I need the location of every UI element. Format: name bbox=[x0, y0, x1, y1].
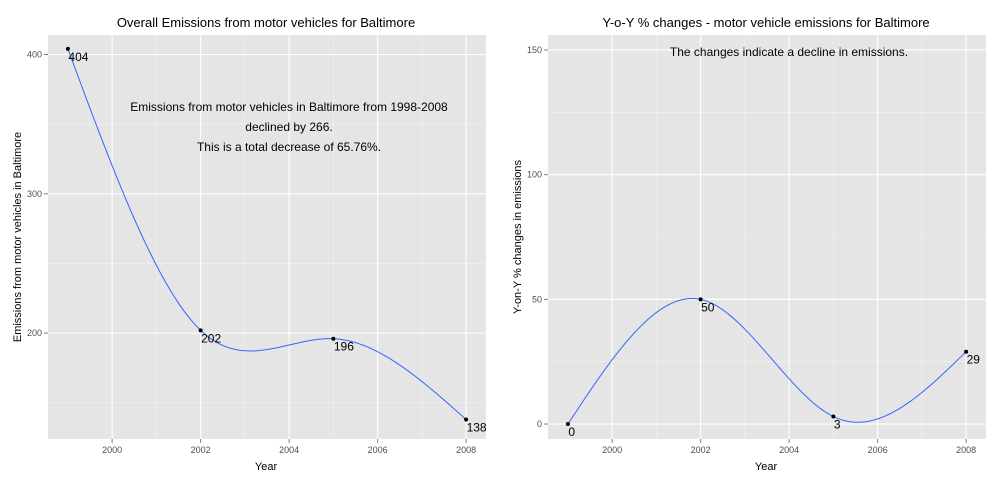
data-label: 3 bbox=[834, 418, 841, 432]
data-point bbox=[698, 297, 703, 302]
grid bbox=[548, 35, 986, 439]
y-tick-label: 200 bbox=[27, 328, 42, 338]
y-tick-label: 100 bbox=[527, 170, 542, 180]
yoy-changes-chart: Y-o-Y % changes - motor vehicle emission… bbox=[512, 15, 986, 473]
y-tick-label: 0 bbox=[537, 419, 542, 429]
emissions-line bbox=[67, 48, 467, 420]
x-axis-title: Year bbox=[755, 461, 778, 473]
x-tick-label: 2004 bbox=[279, 445, 299, 455]
data-point bbox=[65, 46, 70, 51]
y-tick-label: 400 bbox=[27, 50, 42, 60]
data-labels: 0 50 3 29 bbox=[568, 300, 980, 439]
data-point bbox=[831, 414, 836, 419]
chart-title: Y-o-Y % changes - motor vehicle emission… bbox=[602, 15, 929, 30]
data-point bbox=[464, 417, 469, 422]
data-label: 138 bbox=[467, 420, 487, 434]
x-tick-label: 2008 bbox=[456, 445, 476, 455]
y-axis-title: Emissions from motor vehicles in Baltimo… bbox=[12, 132, 24, 342]
points bbox=[565, 297, 969, 427]
annotation: Emissions from motor vehicles in Baltimo… bbox=[130, 100, 448, 154]
data-point bbox=[565, 422, 570, 427]
x-tick-label: 2008 bbox=[956, 445, 976, 455]
data-label: 0 bbox=[568, 425, 575, 439]
data-label: 404 bbox=[68, 50, 88, 64]
data-point bbox=[964, 349, 969, 354]
x-axis-title: Year bbox=[255, 461, 278, 473]
y-tick-label: 50 bbox=[532, 294, 542, 304]
x-tick-label: 2006 bbox=[868, 445, 888, 455]
x-tick-label: 2004 bbox=[779, 445, 799, 455]
x-tick-label: 2002 bbox=[691, 445, 711, 455]
points bbox=[65, 46, 469, 422]
annotation-line-3: This is a total decrease of 65.76%. bbox=[197, 140, 381, 154]
x-tick-label: 2006 bbox=[368, 445, 388, 455]
grid bbox=[48, 35, 486, 439]
data-label: 196 bbox=[334, 340, 354, 354]
data-label: 202 bbox=[201, 331, 221, 345]
annotation-line-2: declined by 266. bbox=[245, 120, 332, 134]
data-point bbox=[331, 336, 336, 341]
plot-panel bbox=[48, 35, 486, 439]
yoy-line bbox=[567, 297, 967, 425]
data-label: 29 bbox=[967, 353, 981, 367]
annotation: The changes indicate a decline in emissi… bbox=[670, 45, 908, 59]
data-labels: 404 202 196 138 bbox=[68, 50, 487, 435]
emissions-chart: Overall Emissions from motor vehicles fo… bbox=[12, 15, 487, 473]
x-tick-label: 2002 bbox=[191, 445, 211, 455]
y-tick-label: 150 bbox=[527, 45, 542, 55]
ticks: 2000 2002 2004 2006 2008 0 50 100 150 bbox=[527, 45, 976, 455]
x-tick-label: 2000 bbox=[102, 445, 122, 455]
x-tick-label: 2000 bbox=[602, 445, 622, 455]
data-point bbox=[198, 328, 203, 333]
data-label: 50 bbox=[701, 300, 715, 314]
chart-title: Overall Emissions from motor vehicles fo… bbox=[117, 15, 415, 30]
annotation-line-1: Emissions from motor vehicles in Baltimo… bbox=[130, 100, 448, 114]
y-axis-title: Y-on-Y % changes in emissions bbox=[512, 159, 524, 314]
ticks: 2000 2002 2004 2006 2008 200 300 400 bbox=[27, 50, 476, 455]
annotation-line-1: The changes indicate a decline in emissi… bbox=[670, 45, 908, 59]
y-tick-label: 300 bbox=[27, 189, 42, 199]
